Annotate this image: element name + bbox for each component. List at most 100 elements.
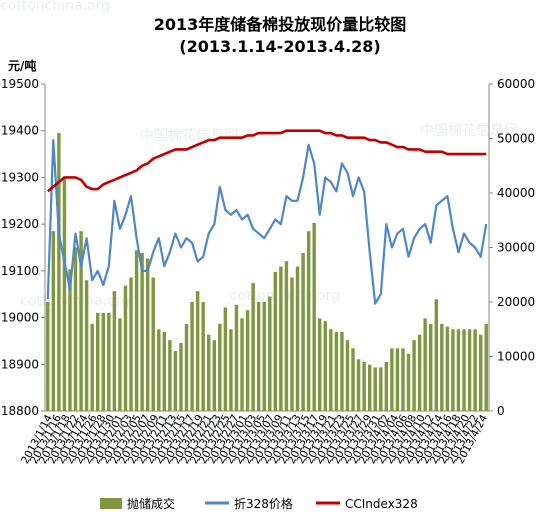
bar: [162, 331, 167, 411]
series-lines: [46, 129, 488, 305]
bar: [467, 329, 472, 411]
bar: [345, 340, 350, 411]
y-left-tick-label: 18800: [1, 404, 39, 418]
legend-label-bars: 抛储成交: [127, 496, 175, 511]
bar: [46, 302, 50, 411]
ccindex-line: [46, 129, 487, 193]
x-tick-labels: 2013/1/142013/1/162013/1/182013/1/222013…: [19, 412, 490, 465]
bar: [184, 323, 189, 411]
bar: [223, 307, 228, 411]
bar: [401, 348, 405, 411]
y-left-tick-label: 19200: [1, 217, 39, 231]
bar: [456, 329, 461, 411]
bar: [451, 329, 455, 411]
bar: [373, 367, 377, 411]
chart-subtitle: (2013.1.14-2013.4.28): [179, 37, 380, 56]
bar: [395, 348, 400, 411]
bar: [229, 329, 233, 411]
bar: [262, 302, 266, 411]
bar: [140, 252, 144, 411]
price-line: [46, 139, 488, 305]
bar: [334, 331, 339, 411]
bar: [423, 318, 427, 411]
bar: [107, 312, 111, 411]
legend: 抛储成交 折328价格 CCIndex328: [100, 496, 418, 511]
watermark: 中国棉花信息网: [420, 122, 518, 139]
bar: [284, 261, 289, 411]
bar: [279, 266, 283, 411]
bar: [323, 321, 327, 411]
bar: [256, 302, 261, 411]
y-right-tick-label: 30000: [497, 241, 535, 255]
bar: [79, 231, 83, 411]
y-left-tick-label: 19100: [1, 264, 39, 278]
watermark: cottonchina.org: [0, 0, 110, 14]
bar: [473, 329, 477, 411]
series-bars: [46, 133, 488, 412]
bar: [306, 231, 311, 411]
bar: [62, 176, 67, 411]
bar: [101, 312, 105, 411]
y-right-tick-label: 60000: [497, 77, 535, 91]
bar: [195, 291, 200, 411]
bar: [251, 282, 255, 411]
bar: [290, 277, 294, 411]
watermark: 中国棉花信息网: [140, 412, 238, 429]
bar: [201, 302, 205, 411]
bar: [145, 258, 150, 411]
bar: [412, 340, 416, 411]
bar: [168, 340, 172, 411]
bar: [240, 318, 244, 411]
bar: [351, 348, 355, 411]
bar: [273, 272, 278, 411]
bar: [90, 323, 94, 411]
bar: [329, 329, 333, 411]
y-left-tick-label: 19300: [1, 170, 39, 184]
y-right-tick-label: 10000: [497, 350, 535, 364]
legend-label-price: 折328价格: [234, 496, 293, 511]
bar: [157, 329, 161, 411]
y-left-tick-label: 18900: [1, 357, 39, 371]
bar: [218, 323, 222, 411]
watermark: 中国棉花信息网: [140, 127, 238, 144]
bar: [379, 367, 383, 411]
bar: [406, 353, 411, 411]
bar: [434, 299, 438, 411]
bar: [429, 323, 433, 411]
y-right-tick-label: 40000: [497, 186, 535, 200]
y-left-tick-labels: 18800 18900 19000 19100 19200 19300 19400 19500: [1, 77, 45, 418]
bar: [484, 323, 488, 411]
bar: [134, 250, 139, 411]
bar: [268, 296, 272, 411]
legend-swatch-bars: [100, 498, 122, 509]
bar: [234, 304, 239, 411]
bar: [57, 133, 61, 412]
bar: [390, 348, 394, 411]
bar: [118, 318, 122, 411]
bar: [445, 326, 450, 411]
y-left-tick-label: 19000: [1, 311, 39, 325]
y-left-tick-label: 19500: [1, 77, 39, 91]
bar: [151, 277, 155, 411]
bar: [417, 334, 422, 411]
bar: [207, 334, 211, 411]
y-right-tick-label: 20000: [497, 295, 535, 309]
y-left-unit: 元/吨: [8, 58, 36, 73]
bar: [123, 285, 128, 411]
bar: [462, 329, 466, 411]
bar: [68, 269, 72, 411]
bar: [96, 312, 100, 411]
bar: [179, 342, 183, 411]
bar: [367, 364, 372, 411]
bar: [173, 351, 178, 411]
bar: [190, 302, 194, 411]
bar: [212, 340, 216, 411]
bar: [440, 323, 444, 411]
bar: [295, 266, 300, 411]
bar: [356, 359, 361, 411]
bar: [312, 222, 316, 411]
bar: [245, 310, 250, 411]
bar: [129, 277, 133, 411]
bar: [478, 334, 483, 411]
